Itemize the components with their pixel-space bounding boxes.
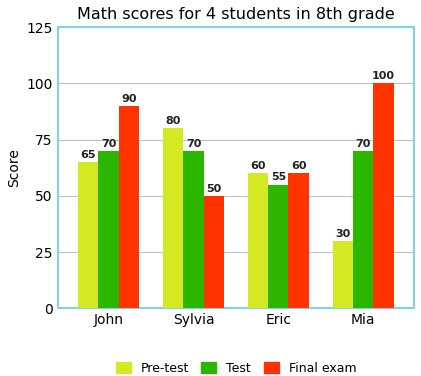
Bar	[183, 151, 204, 308]
Text: 90: 90	[121, 94, 137, 104]
Text: 70: 70	[101, 139, 116, 149]
Bar	[163, 129, 183, 308]
Text: 70: 70	[186, 139, 201, 149]
Y-axis label: Score: Score	[7, 149, 21, 187]
Bar	[119, 106, 139, 308]
Bar	[99, 151, 119, 308]
Text: 100: 100	[372, 71, 395, 81]
Bar	[204, 196, 224, 308]
Title: Math scores for 4 students in 8th grade: Math scores for 4 students in 8th grade	[77, 7, 395, 22]
Text: 60: 60	[291, 161, 306, 171]
Text: 30: 30	[335, 229, 350, 239]
Bar	[78, 162, 99, 308]
Text: 50: 50	[206, 183, 221, 194]
Bar	[248, 173, 268, 308]
Bar	[333, 241, 353, 308]
Text: 60: 60	[250, 161, 266, 171]
Legend: Pre-test, Test, Final exam: Pre-test, Test, Final exam	[111, 357, 361, 376]
Bar	[288, 173, 309, 308]
Text: 80: 80	[165, 116, 181, 126]
Text: 65: 65	[80, 150, 96, 160]
Bar	[268, 185, 288, 308]
Bar	[373, 83, 394, 308]
Text: 55: 55	[271, 173, 286, 182]
Text: 70: 70	[355, 139, 371, 149]
Bar	[353, 151, 373, 308]
